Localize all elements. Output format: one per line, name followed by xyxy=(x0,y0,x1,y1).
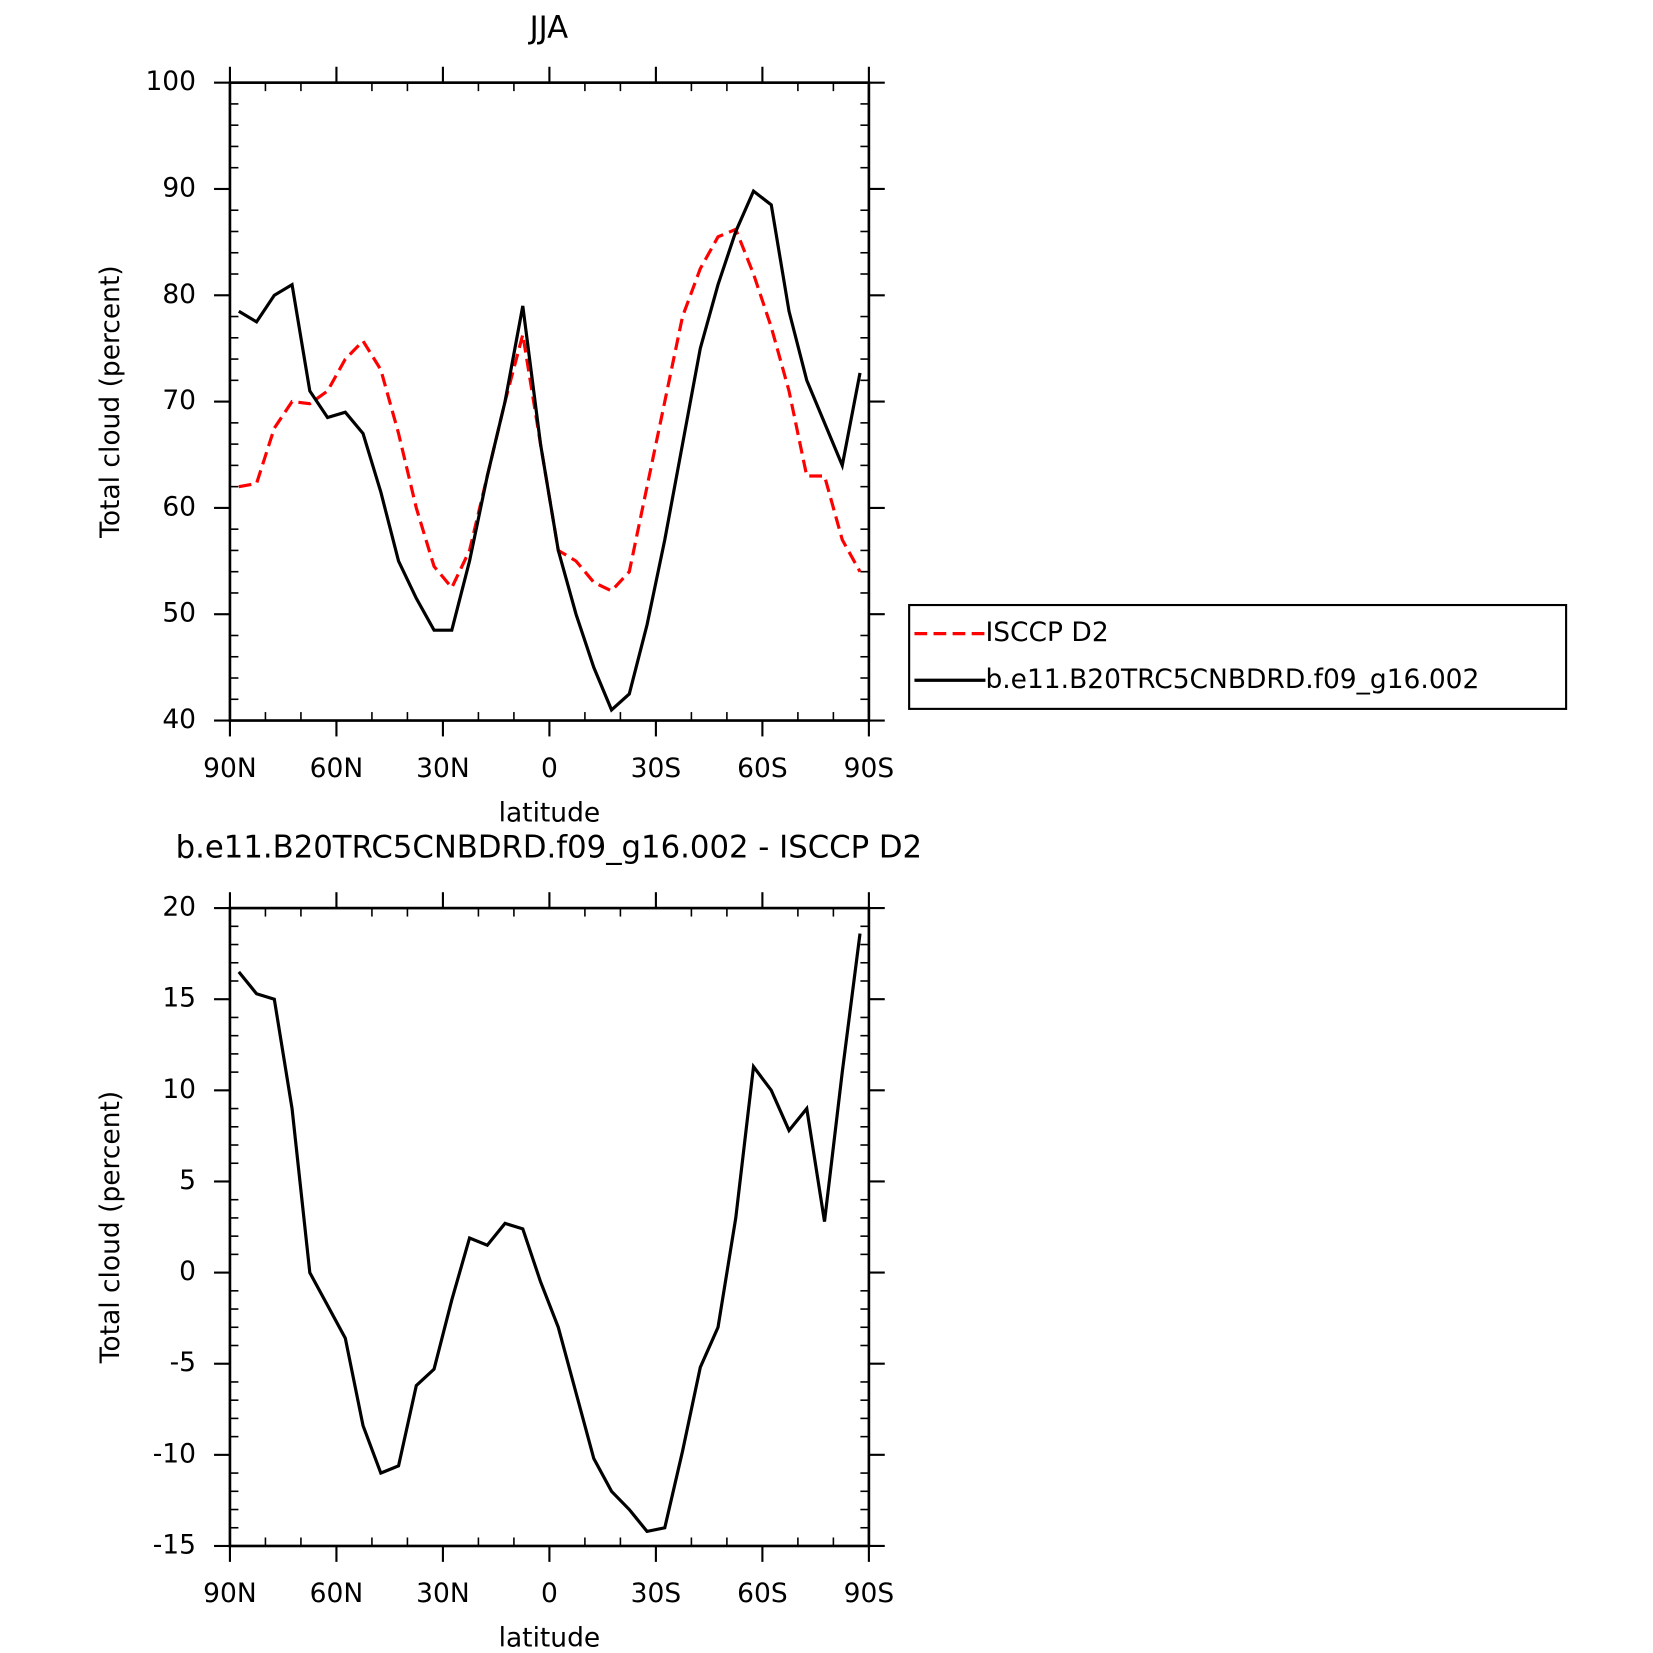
x-axis-label: latitude xyxy=(499,797,601,828)
x-tick-label: 60N xyxy=(310,1578,364,1609)
y-tick-label: 15 xyxy=(162,983,196,1014)
y-tick-label: 20 xyxy=(162,892,196,923)
y-tick-label: -5 xyxy=(170,1347,196,1378)
y-tick-label: -10 xyxy=(153,1438,196,1469)
legend-label: ISCCP D2 xyxy=(985,617,1108,648)
data-line xyxy=(237,188,862,713)
chart-title: JJA xyxy=(528,10,569,46)
y-tick-label: 40 xyxy=(162,704,196,735)
y-tick-label: 0 xyxy=(179,1256,196,1287)
plot-frame xyxy=(228,906,871,1548)
legend-label: b.e11.B20TRC5CNBDRD.f09_g16.002 xyxy=(985,664,1479,695)
x-tick-label: 60N xyxy=(310,753,364,784)
x-tick-label: 60S xyxy=(737,1578,788,1609)
y-tick-label: 5 xyxy=(179,1165,196,1196)
x-tick-label: 0 xyxy=(541,1578,558,1609)
x-tick-label: 30S xyxy=(631,753,682,784)
x-tick-label: 60S xyxy=(737,753,788,784)
y-tick-label: 90 xyxy=(162,172,196,203)
x-tick-label: 0 xyxy=(541,753,558,784)
x-tick-label: 30N xyxy=(416,1578,470,1609)
x-axis-label: latitude xyxy=(499,1623,601,1653)
plot-frame xyxy=(228,81,871,722)
x-tick-label: 90N xyxy=(203,1578,257,1609)
x-tick-label: 90S xyxy=(844,753,895,784)
data-line xyxy=(238,227,862,593)
y-tick-label: 60 xyxy=(162,491,196,522)
data-line xyxy=(237,933,862,1534)
y-tick-label: 50 xyxy=(162,598,196,629)
x-tick-label: 90S xyxy=(844,1578,895,1609)
legend-box xyxy=(908,603,1568,710)
y-tick-label: -15 xyxy=(153,1529,196,1560)
y-axis-label: Total cloud (percent) xyxy=(95,265,126,539)
y-tick-label: 100 xyxy=(145,66,196,97)
chart-title: b.e11.B20TRC5CNBDRD.f09_g16.002 - ISCCP … xyxy=(176,829,922,865)
y-axis-label: Total cloud (percent) xyxy=(95,1091,126,1365)
x-tick-label: 30S xyxy=(631,1578,682,1609)
y-tick-label: 10 xyxy=(162,1074,196,1105)
x-tick-label: 30N xyxy=(416,753,470,784)
x-tick-label: 90N xyxy=(203,753,257,784)
y-tick-label: 70 xyxy=(162,385,196,416)
y-tick-label: 80 xyxy=(162,279,196,310)
